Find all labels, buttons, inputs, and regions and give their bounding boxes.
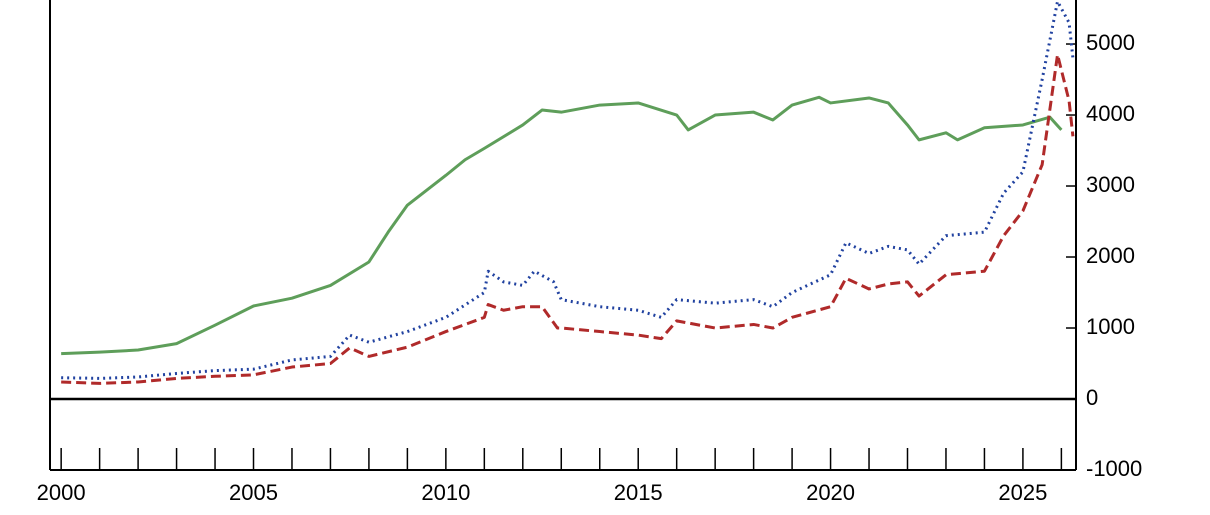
y-tick-label: 4000 <box>1086 101 1135 126</box>
y-tick-label: 5000 <box>1086 30 1135 55</box>
line-series <box>61 95 1063 356</box>
y-tick-label: -1000 <box>1086 456 1142 481</box>
y-tick-label: 1000 <box>1086 314 1135 339</box>
x-tick-label: 2015 <box>614 480 663 505</box>
line-series <box>61 53 1075 385</box>
x-tick-label: 2020 <box>806 480 855 505</box>
y-tick-label: 3000 <box>1086 172 1135 197</box>
x-tick-label: 2010 <box>421 480 470 505</box>
x-tick-label: 2005 <box>229 480 278 505</box>
y-tick-label: 2000 <box>1086 243 1135 268</box>
x-tick-label: 2000 <box>37 480 86 505</box>
line-series <box>61 0 1075 380</box>
x-tick-label: 2025 <box>998 480 1047 505</box>
y-tick-label: 0 <box>1086 385 1098 410</box>
